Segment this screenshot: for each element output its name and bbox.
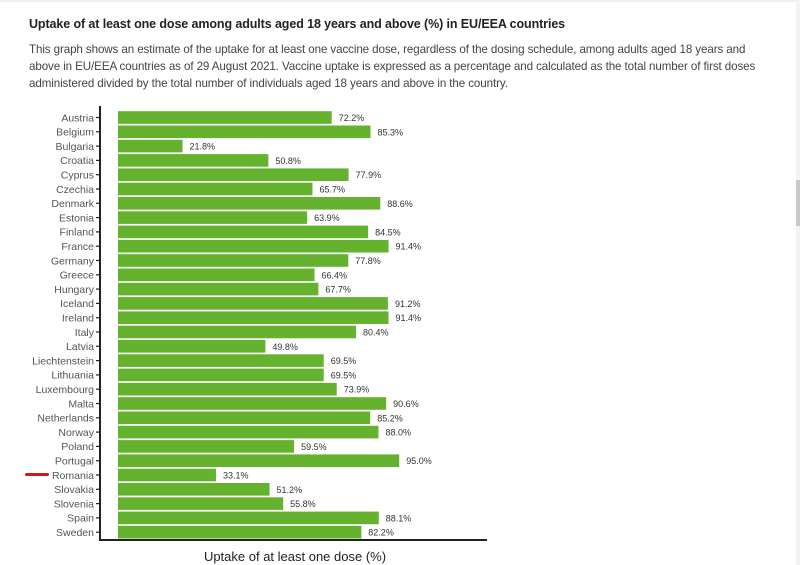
data-label: 84.5% <box>375 227 401 237</box>
data-label: 59.5% <box>301 442 327 452</box>
bar <box>118 454 400 467</box>
chart-description: This graph shows an estimate of the upta… <box>29 43 756 90</box>
data-label: 72.2% <box>339 113 365 123</box>
y-tick-label: Iceland <box>60 298 94 310</box>
y-tick-label: Greece <box>60 270 95 282</box>
y-tick-label: Malta <box>68 398 94 410</box>
data-label: 65.7% <box>319 185 345 195</box>
y-tick-label: Slovenia <box>54 498 94 510</box>
y-tick-label: Poland <box>61 441 94 453</box>
data-label: 88.1% <box>386 513 412 523</box>
data-label: 49.8% <box>272 342 298 352</box>
y-tick-label: France <box>61 241 94 253</box>
data-label: 77.9% <box>356 170 382 180</box>
data-label: 90.6% <box>393 399 419 409</box>
y-tick-label: Lithuania <box>51 370 94 382</box>
bar <box>118 225 369 239</box>
y-tick-label: Bulgaria <box>55 141 94 153</box>
bar <box>118 111 332 124</box>
y-tick-label: Latvia <box>66 341 94 353</box>
highlight-marker-romania <box>25 473 49 476</box>
bar <box>118 282 319 296</box>
bar <box>118 382 337 396</box>
y-tick-label: Denmark <box>51 198 94 210</box>
data-label: 85.3% <box>377 127 403 137</box>
y-tick-label: Cyprus <box>61 170 94 182</box>
data-label: 73.9% <box>344 385 370 395</box>
data-label: 33.1% <box>223 471 249 481</box>
y-tick-label: Austria <box>61 112 94 124</box>
y-tick-label: Finland <box>60 227 95 239</box>
data-label: 69.5% <box>331 356 357 366</box>
y-tick-label: Portugal <box>55 456 94 468</box>
data-label: 80.4% <box>363 328 389 338</box>
scrollbar-thumb[interactable] <box>796 180 800 226</box>
y-tick-label: Liechtenstein <box>32 355 94 367</box>
data-label: 66.4% <box>322 270 348 280</box>
bar <box>118 311 389 324</box>
y-tick-label: Netherlands <box>37 413 94 425</box>
bar <box>118 483 270 496</box>
bar <box>118 125 371 139</box>
bar <box>118 397 387 410</box>
data-label: 63.9% <box>314 213 340 223</box>
y-tick-label: Sweden <box>56 527 94 539</box>
y-tick-label: Croatia <box>60 155 94 167</box>
y-tick-label: Belgium <box>56 127 94 139</box>
data-label: 91.4% <box>396 313 422 323</box>
y-tick-label: Ireland <box>62 313 94 325</box>
bar <box>118 468 216 482</box>
chart-heading: Uptake of at least one dose among adults… <box>29 17 566 31</box>
data-label: 21.8% <box>190 142 216 152</box>
bar <box>118 497 284 510</box>
bar <box>118 139 183 153</box>
data-label: 91.2% <box>395 299 421 309</box>
x-axis-title: Uptake of at least one dose (%) <box>204 549 386 564</box>
bar <box>118 525 362 539</box>
bar <box>118 325 356 339</box>
scrollbar[interactable] <box>796 0 800 565</box>
data-label: 51.2% <box>277 485 303 495</box>
bar <box>118 440 295 453</box>
bar <box>118 354 324 367</box>
data-label: 77.8% <box>355 256 381 266</box>
y-tick-label: Estonia <box>59 212 94 224</box>
data-label: 88.6% <box>387 199 413 209</box>
bar <box>118 211 308 224</box>
data-label: 67.7% <box>325 285 351 295</box>
y-tick-label: Romania <box>52 470 94 482</box>
bar <box>118 368 324 382</box>
page-top-border <box>0 0 800 2</box>
bar <box>118 425 379 439</box>
data-label: 85.2% <box>377 413 403 423</box>
bar <box>118 340 266 353</box>
bar <box>118 154 269 167</box>
bar <box>118 197 381 210</box>
data-label: 95.0% <box>406 456 432 466</box>
bar <box>118 239 389 253</box>
bar <box>118 168 349 181</box>
bar <box>118 182 313 196</box>
y-tick-label: Spain <box>67 513 94 525</box>
y-tick-label: Germany <box>51 255 95 267</box>
bar <box>118 297 388 310</box>
bar-chart: Austria 72.2% Belgium 85.3% Bulgaria 21.8% Cro… <box>32 106 487 564</box>
data-label: 69.5% <box>331 370 357 380</box>
y-tick-label: Italy <box>75 327 95 339</box>
y-tick-label: Slovakia <box>54 484 94 496</box>
y-tick-label: Luxembourg <box>36 384 95 396</box>
bar <box>118 254 349 267</box>
data-label: 50.8% <box>275 156 301 166</box>
y-tick-label: Norway <box>58 427 94 439</box>
y-tick-label: Czechia <box>56 184 94 196</box>
data-label: 55.8% <box>290 499 316 509</box>
y-tick-label: Hungary <box>54 284 94 296</box>
bar <box>118 411 371 425</box>
data-label: 88.0% <box>385 428 411 438</box>
data-label: 82.2% <box>368 528 394 538</box>
data-label: 91.4% <box>396 242 422 252</box>
bar <box>118 511 379 525</box>
bar <box>118 268 315 282</box>
